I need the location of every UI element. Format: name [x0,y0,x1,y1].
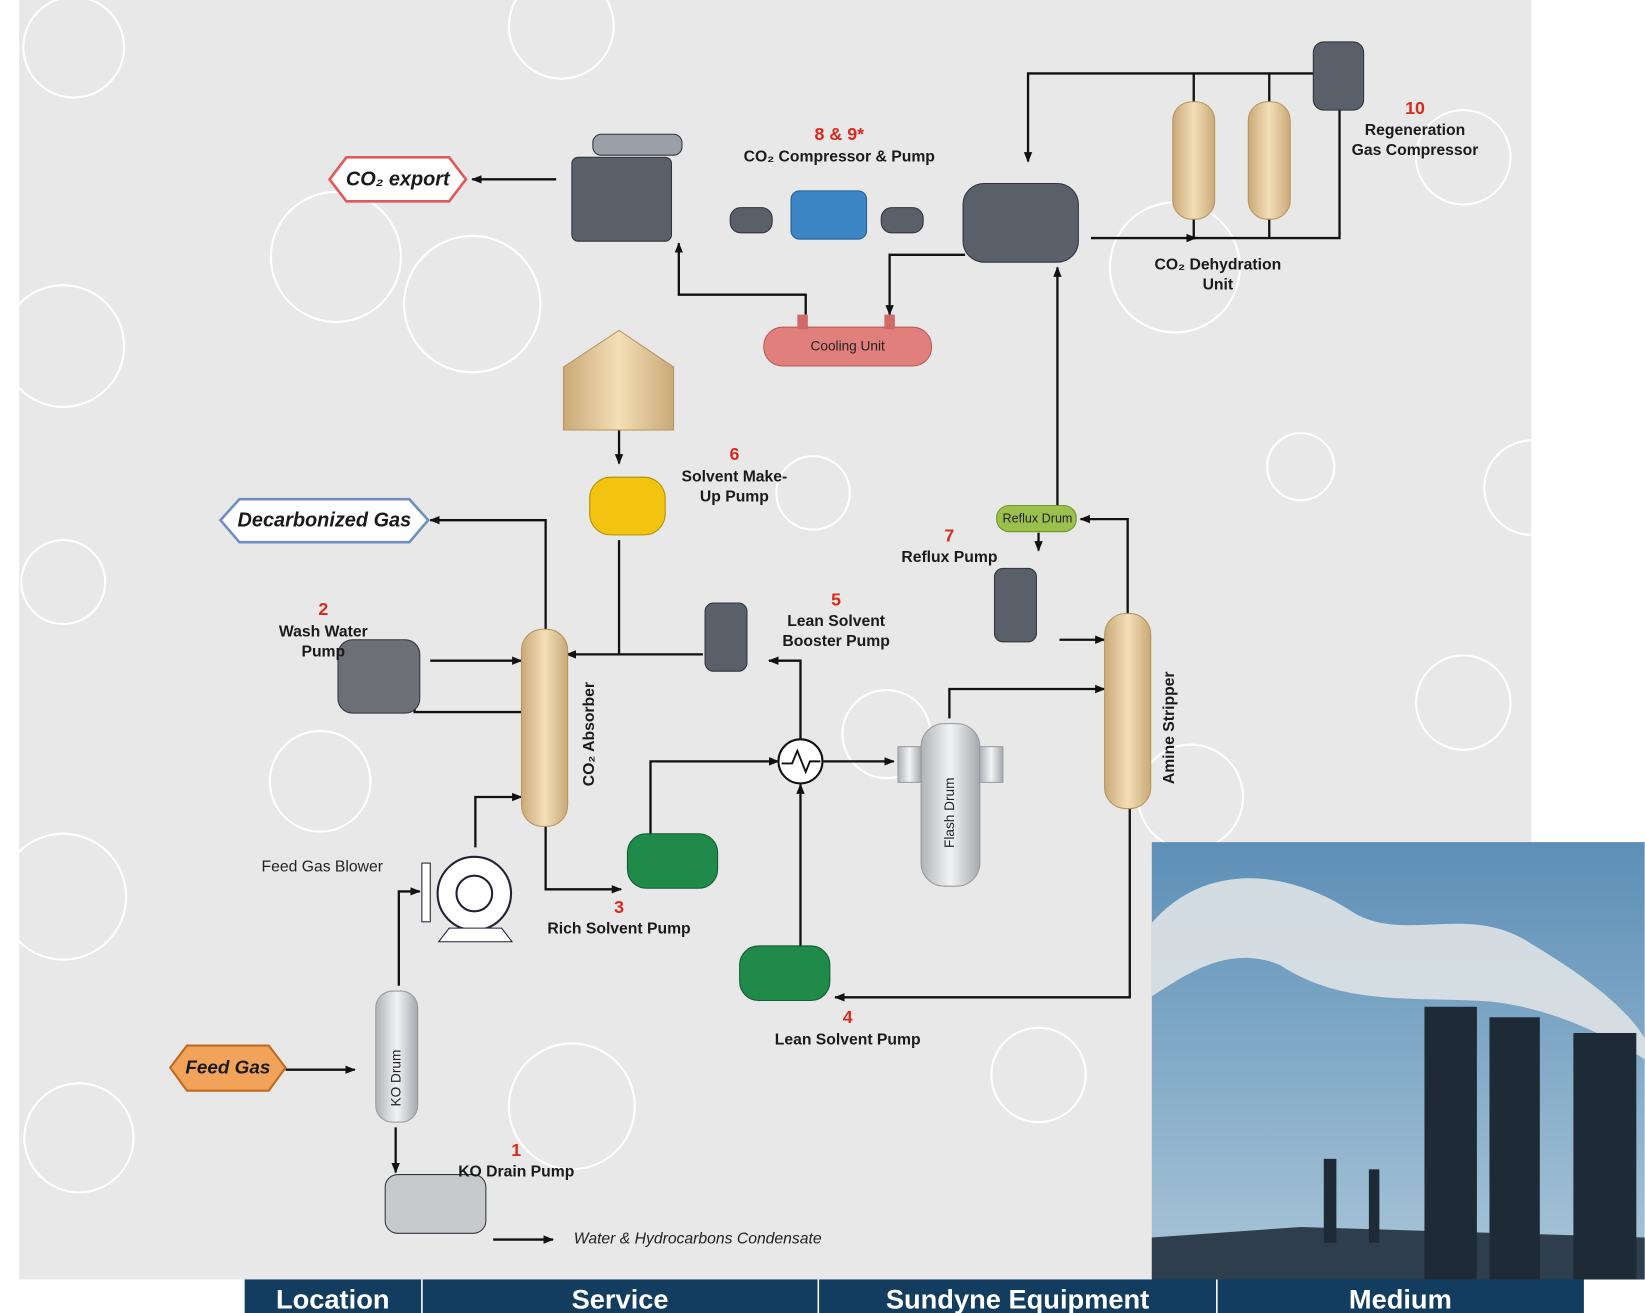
node-label: CO₂ Compressor & Pump [744,148,935,165]
node-tag: 5 [831,590,841,610]
node-tag: 3 [614,897,624,917]
node-labels: 1 KO Drain Pump 2 Wash Water Pump 3 Rich… [279,98,1478,1181]
node-tag: 4 [843,1007,853,1027]
node-tag: 10 [1405,98,1425,118]
node-label: Lean Solvent Pump [775,1031,921,1048]
node-tag: 2 [318,599,328,619]
table-header-cell: Service [572,1284,669,1313]
stream-labels: CO₂ export Decarbonized Gas Feed Gas Wat… [168,155,822,1248]
table-header-cell: Medium [1349,1284,1452,1313]
node-label: Pump [301,643,345,660]
ko-drum: KO Drum [388,1050,403,1107]
node-label: KO Drain Pump [458,1164,574,1181]
decarbonized-gas: Decarbonized Gas [238,509,412,531]
photo [1151,842,1645,1280]
condensate: Water & Hydrocarbons Condensate [574,1231,822,1248]
feed-gas: Feed Gas [185,1057,270,1078]
feed-gas-blower: Feed Gas Blower [262,858,383,875]
node-label: Up Pump [700,488,769,505]
bg-pattern [20,0,1512,1194]
flash-drum: Flash Drum [942,778,957,848]
reflux-drum: Reflux Drum [1003,511,1073,525]
amine-stripper: Amine Stripper [1161,671,1178,784]
table-header: Location Service Sundyne Equipment Mediu… [244,1279,1584,1313]
node-tag: 6 [729,444,739,464]
node-label: Regeneration [1365,122,1465,139]
table-header-cell: Sundyne Equipment [886,1284,1149,1313]
node-label: Lean Solvent [787,613,886,630]
equipment-labels: Cooling Unit Reflux Drum KO Drum Flash D… [262,256,1282,1106]
cooling-unit: Cooling Unit [811,339,885,354]
node-label: Solvent Make- [682,468,788,485]
node-tag: 7 [944,526,954,546]
co2-absorber: CO₂ Absorber [581,682,598,786]
node-label: Gas Compressor [1352,142,1479,159]
node-tag: 1 [511,1140,521,1160]
node-label: Booster Pump [782,633,889,650]
co2-export: CO₂ export [346,169,451,191]
dehydration-label: Unit [1203,276,1234,293]
table-header-cell: Location [276,1284,390,1313]
equipment [337,41,1365,1234]
dehydration-label: CO₂ Dehydration [1155,256,1282,273]
node-label: Rich Solvent Pump [547,920,690,937]
node-label: Wash Water [279,624,368,641]
node-tag: 8 & 9* [815,124,865,144]
node-label: Reflux Pump [901,549,997,566]
